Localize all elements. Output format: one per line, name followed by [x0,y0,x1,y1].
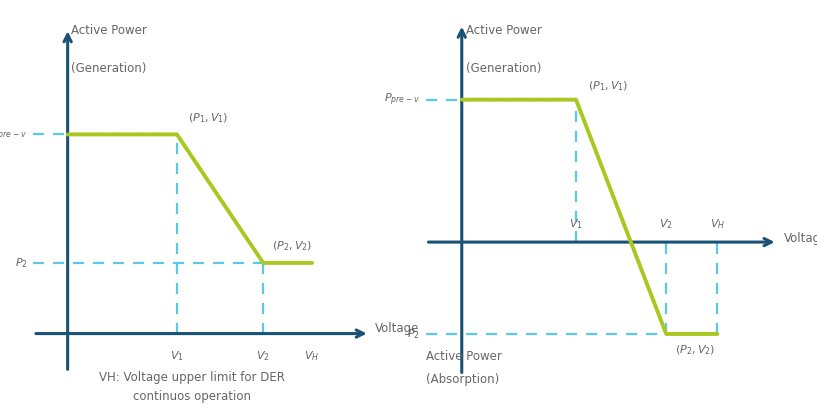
Text: $V_2$: $V_2$ [659,217,673,231]
Text: VH: Voltage upper limit for DER
continuos operation: VH: Voltage upper limit for DER continuo… [99,371,285,403]
Text: $V_1$: $V_1$ [170,350,184,363]
Text: Active Power: Active Power [426,350,502,363]
Text: Active Power: Active Power [466,24,542,37]
Text: $P_{pre-v}$: $P_{pre-v}$ [0,126,28,143]
Text: $V_H$: $V_H$ [710,217,725,231]
Text: $(P_2,V_2)$: $(P_2,V_2)$ [272,240,312,253]
Text: $(P_1,V_1)$: $(P_1,V_1)$ [588,79,628,93]
Text: (Generation): (Generation) [466,62,541,75]
Text: $P_2$: $P_2$ [15,256,28,270]
Text: $P_{pre-v}$: $P_{pre-v}$ [384,91,420,108]
Text: Active Power: Active Power [71,24,147,37]
Text: (Generation): (Generation) [71,62,146,75]
Text: $P_2$: $P_2$ [407,327,420,341]
Text: $V_1$: $V_1$ [569,217,583,231]
Text: Voltage: Voltage [375,322,420,335]
Text: $(P_1,V_1)$: $(P_1,V_1)$ [189,111,229,125]
Text: (Absorption): (Absorption) [426,373,499,386]
Text: $(P_2,V_2)$: $(P_2,V_2)$ [675,343,716,357]
Text: Voltage: Voltage [784,232,817,245]
Text: $V_H$: $V_H$ [305,350,319,363]
Text: $V_2$: $V_2$ [257,350,270,363]
